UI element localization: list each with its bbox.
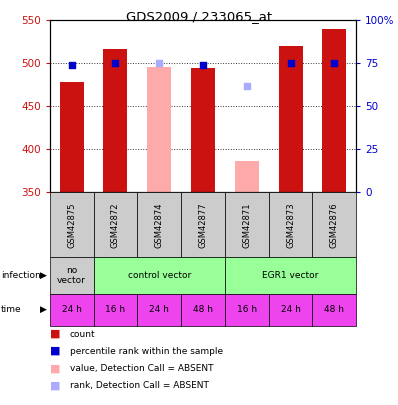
Text: 24 h: 24 h xyxy=(149,305,169,314)
Text: no
vector: no vector xyxy=(57,266,86,285)
Text: GSM42871: GSM42871 xyxy=(242,202,251,247)
Text: ■: ■ xyxy=(50,329,60,339)
Text: rank, Detection Call = ABSENT: rank, Detection Call = ABSENT xyxy=(70,381,209,390)
Bar xyxy=(225,257,356,294)
Bar xyxy=(147,67,171,192)
Bar xyxy=(279,46,302,192)
Text: GSM42876: GSM42876 xyxy=(330,202,339,247)
Point xyxy=(156,60,162,66)
Text: 16 h: 16 h xyxy=(237,305,257,314)
Text: GDS2009 / 233065_at: GDS2009 / 233065_at xyxy=(126,10,272,23)
Bar xyxy=(312,294,356,326)
Text: count: count xyxy=(70,330,95,339)
Bar xyxy=(269,294,312,326)
Point xyxy=(244,83,250,89)
Bar xyxy=(60,82,84,192)
Text: 24 h: 24 h xyxy=(281,305,300,314)
Bar xyxy=(50,192,94,257)
Bar xyxy=(322,29,346,192)
Bar xyxy=(50,257,94,294)
Bar xyxy=(225,294,269,326)
Bar xyxy=(103,49,127,192)
Bar xyxy=(94,294,137,326)
Text: value, Detection Call = ABSENT: value, Detection Call = ABSENT xyxy=(70,364,213,373)
Text: ▶: ▶ xyxy=(39,305,47,314)
Bar xyxy=(50,294,94,326)
Text: percentile rank within the sample: percentile rank within the sample xyxy=(70,347,223,356)
Text: GSM42877: GSM42877 xyxy=(199,202,207,247)
Text: GSM42875: GSM42875 xyxy=(67,202,76,247)
Point xyxy=(112,60,119,66)
Bar xyxy=(137,192,181,257)
Bar xyxy=(225,192,269,257)
Point xyxy=(68,62,75,68)
Point xyxy=(331,60,338,66)
Text: time: time xyxy=(1,305,21,314)
Point xyxy=(200,62,206,68)
Bar xyxy=(235,162,259,192)
Point xyxy=(287,60,294,66)
Text: GSM42872: GSM42872 xyxy=(111,202,120,247)
Text: ■: ■ xyxy=(50,363,60,373)
Bar xyxy=(312,192,356,257)
Text: 48 h: 48 h xyxy=(193,305,213,314)
Bar xyxy=(269,192,312,257)
Text: GSM42874: GSM42874 xyxy=(155,202,164,247)
Bar xyxy=(181,294,225,326)
Text: control vector: control vector xyxy=(128,271,191,280)
Text: ■: ■ xyxy=(50,346,60,356)
Text: ■: ■ xyxy=(50,380,60,390)
Text: 16 h: 16 h xyxy=(105,305,125,314)
Text: EGR1 vector: EGR1 vector xyxy=(262,271,319,280)
Text: 48 h: 48 h xyxy=(324,305,344,314)
Bar xyxy=(94,192,137,257)
Bar xyxy=(94,257,225,294)
Bar xyxy=(191,68,215,192)
Text: infection: infection xyxy=(1,271,41,280)
Text: GSM42873: GSM42873 xyxy=(286,202,295,247)
Bar xyxy=(137,294,181,326)
Bar xyxy=(181,192,225,257)
Text: ▶: ▶ xyxy=(39,271,47,280)
Text: 24 h: 24 h xyxy=(62,305,82,314)
